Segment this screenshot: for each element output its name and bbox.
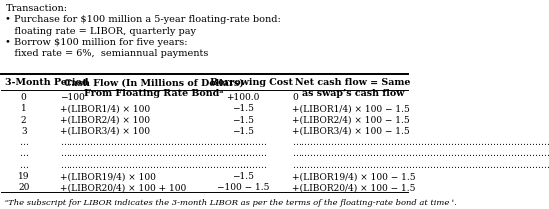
Text: ……………………………………………………………………………: …………………………………………………………………………… — [292, 138, 549, 147]
Text: Transaction:: Transaction: — [5, 4, 68, 13]
Text: −1.5: −1.5 — [232, 104, 254, 113]
Text: 20: 20 — [18, 183, 30, 192]
Text: −100: −100 — [60, 93, 85, 102]
Text: …: … — [239, 138, 248, 147]
Text: ……………………………………………………………: …………………………………………………………… — [60, 138, 267, 147]
Text: 0: 0 — [292, 93, 298, 102]
Text: …: … — [19, 138, 28, 147]
Text: fixed rate = 6%,  semiannual payments: fixed rate = 6%, semiannual payments — [5, 50, 209, 59]
Text: +(LIBOR19/4) × 100 − 1.5: +(LIBOR19/4) × 100 − 1.5 — [292, 172, 416, 181]
Text: …: … — [239, 149, 248, 158]
Text: +(LIBOR3/4) × 100: +(LIBOR3/4) × 100 — [60, 127, 150, 136]
Text: Net cash flow = Same
as swap’s cash flow: Net cash flow = Same as swap’s cash flow — [295, 78, 411, 98]
Text: −1.5: −1.5 — [232, 172, 254, 181]
Text: ……………………………………………………………………………: …………………………………………………………………………… — [292, 149, 549, 158]
Text: −1.5: −1.5 — [232, 116, 254, 125]
Text: ……………………………………………………………………………: …………………………………………………………………………… — [292, 161, 549, 170]
Text: −1.5: −1.5 — [232, 127, 254, 136]
Text: +(LIBOR1/4) × 100 − 1.5: +(LIBOR1/4) × 100 − 1.5 — [292, 104, 410, 113]
Text: −100 − 1.5: −100 − 1.5 — [217, 183, 270, 192]
Text: Cash Flow (In Millions of Dollars)
From Floating Rate Bondᵃ: Cash Flow (In Millions of Dollars) From … — [64, 78, 244, 98]
Text: 19: 19 — [18, 172, 30, 181]
Text: 2: 2 — [21, 116, 26, 125]
Text: Borrowing Cost: Borrowing Cost — [210, 78, 293, 87]
Text: 3: 3 — [21, 127, 26, 136]
Text: +(LIBOR20/4) × 100 − 1.5: +(LIBOR20/4) × 100 − 1.5 — [292, 183, 416, 192]
Text: +(LIBOR2/4) × 100 − 1.5: +(LIBOR2/4) × 100 − 1.5 — [292, 116, 410, 125]
Text: +100.0: +100.0 — [227, 93, 260, 102]
Text: …: … — [239, 161, 248, 170]
Text: …: … — [19, 161, 28, 170]
Text: ᵃThe subscript for LIBOR indicates the 3-month LIBOR as per the terms of the flo: ᵃThe subscript for LIBOR indicates the 3… — [5, 199, 457, 206]
Text: +(LIBOR3/4) × 100 − 1.5: +(LIBOR3/4) × 100 − 1.5 — [292, 127, 410, 136]
Text: +(LIBOR20/4) × 100 + 100: +(LIBOR20/4) × 100 + 100 — [60, 183, 187, 192]
Text: ……………………………………………………………: …………………………………………………………… — [60, 149, 267, 158]
Text: +(LIBOR19/4) × 100: +(LIBOR19/4) × 100 — [60, 172, 156, 181]
Text: +(LIBOR2/4) × 100: +(LIBOR2/4) × 100 — [60, 116, 150, 125]
Text: 1: 1 — [21, 104, 26, 113]
Text: …: … — [19, 149, 28, 158]
Text: floating rate = LIBOR, quarterly pay: floating rate = LIBOR, quarterly pay — [5, 27, 197, 36]
Text: • Purchase for $100 million a 5-year floating-rate bond:: • Purchase for $100 million a 5-year flo… — [5, 15, 281, 24]
Text: +(LIBOR1/4) × 100: +(LIBOR1/4) × 100 — [60, 104, 150, 113]
Text: 0: 0 — [21, 93, 26, 102]
Text: 3-Month Period: 3-Month Period — [5, 78, 89, 87]
Text: ……………………………………………………………: …………………………………………………………… — [60, 161, 267, 170]
Text: • Borrow $100 million for five years:: • Borrow $100 million for five years: — [5, 38, 188, 47]
